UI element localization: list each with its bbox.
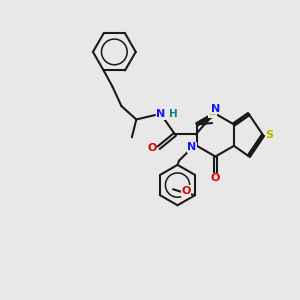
- Text: O: O: [147, 143, 157, 153]
- Text: S: S: [208, 107, 216, 117]
- Text: O: O: [211, 173, 220, 183]
- Text: O: O: [182, 186, 191, 196]
- Text: N: N: [211, 104, 220, 114]
- Text: S: S: [266, 130, 274, 140]
- Text: H: H: [169, 109, 178, 119]
- Text: N: N: [156, 109, 166, 119]
- Text: N: N: [187, 142, 196, 152]
